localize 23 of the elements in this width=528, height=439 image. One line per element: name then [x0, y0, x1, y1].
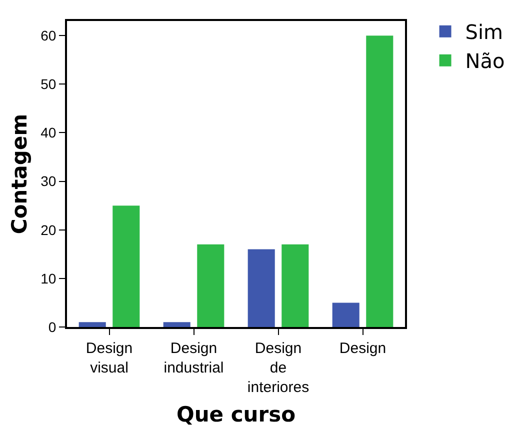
- bar: [248, 249, 275, 327]
- y-axis-title: Contagem: [7, 114, 32, 234]
- legend-label: Sim: [465, 20, 504, 44]
- y-tick-label: 60: [40, 27, 56, 44]
- bar: [78, 322, 106, 327]
- y-tick-label: 0: [48, 318, 56, 335]
- x-tick-label: Design visual: [86, 340, 133, 376]
- y-tick-label: 30: [40, 173, 56, 190]
- bar: [366, 36, 394, 327]
- y-tick-label: 10: [40, 270, 56, 286]
- x-tick-label: Design: [339, 340, 386, 357]
- bar: [197, 244, 224, 327]
- bar: [112, 206, 140, 327]
- bar: [282, 244, 309, 327]
- x-tick-label: Design de interiores: [247, 340, 310, 396]
- y-tick-label: 50: [40, 76, 56, 92]
- x-axis-title: Que curso: [176, 402, 296, 427]
- y-tick-label: 40: [40, 124, 56, 141]
- bar: [332, 302, 360, 327]
- legend-label: Não: [465, 49, 505, 74]
- y-tick-label: 20: [40, 222, 56, 238]
- x-tick-label: Design industrial: [164, 340, 224, 376]
- bar: [163, 322, 190, 327]
